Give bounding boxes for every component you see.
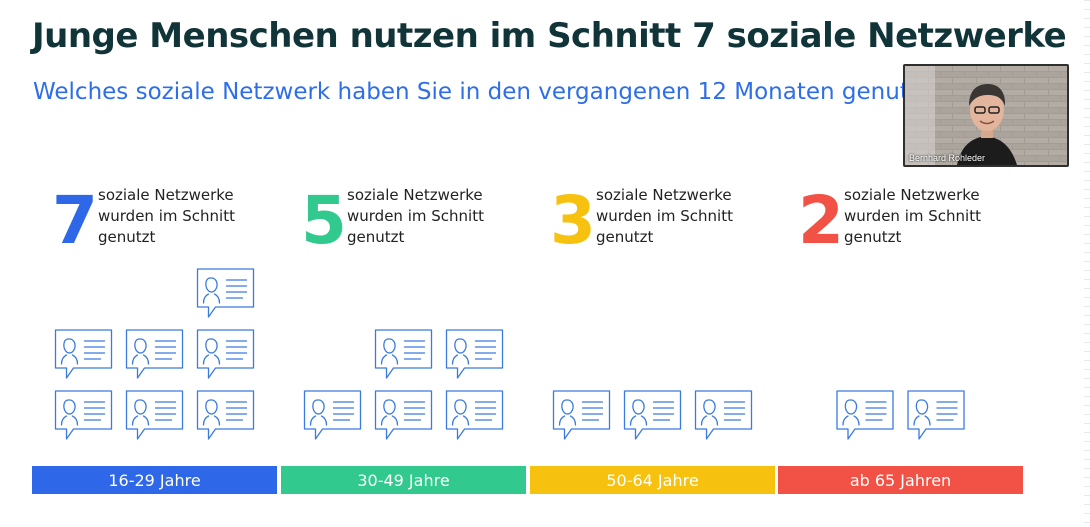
- social-network-icon: [552, 390, 611, 440]
- social-network-icon: [54, 329, 113, 379]
- age-group-label: 50-64 Jahre: [606, 470, 699, 490]
- stat-label-line: wurden im Schnitt: [98, 207, 235, 225]
- stat-label: soziale Netzwerke wurden im Schnitt genutz…: [596, 185, 756, 248]
- social-network-icon: [125, 390, 184, 440]
- age-group-label: ab 65 Jahren: [849, 470, 952, 490]
- stat-label-line: genutzt: [844, 228, 902, 246]
- stat-label-line: genutzt: [347, 228, 405, 246]
- social-network-icon: [374, 329, 433, 379]
- social-network-icon: [445, 329, 504, 379]
- social-network-icon: [907, 390, 965, 440]
- stat-label-line: soziale Netzwerke: [596, 186, 732, 204]
- stat-label: soziale Netzwerke wurden im Schnitt genutz…: [98, 185, 258, 248]
- stat-label: soziale Netzwerke wurden im Schnitt genutz…: [347, 185, 507, 248]
- page-title: Junge Menschen nutzen im Schnitt 7 sozia…: [32, 16, 1067, 56]
- stat-value: 5: [301, 182, 347, 259]
- stat-value: 2: [798, 182, 844, 259]
- stat-value: 3: [550, 182, 596, 259]
- speaker-video-icon: [905, 66, 1067, 165]
- social-network-icon: [445, 390, 504, 440]
- stat-label: soziale Netzwerke wurden im Schnitt genutz…: [844, 185, 1004, 248]
- page-subtitle: Welches soziale Netzwerk haben Sie in de…: [33, 79, 943, 105]
- stat-label-line: soziale Netzwerke: [844, 186, 980, 204]
- video-participant-name: Bernhard Rohleder: [909, 153, 986, 163]
- age-group-bar: 30-49 Jahre: [281, 466, 526, 494]
- stat-label-line: wurden im Schnitt: [347, 207, 484, 225]
- stat-value: 7: [52, 182, 98, 259]
- social-network-icon: [196, 329, 255, 379]
- social-network-icon: [125, 329, 184, 379]
- stat-label-line: soziale Netzwerke: [98, 186, 234, 204]
- social-network-icon: [374, 390, 433, 440]
- social-network-icon: [196, 268, 255, 318]
- age-group-label: 16-29 Jahre: [108, 470, 201, 490]
- stat-label-line: wurden im Schnitt: [844, 207, 981, 225]
- age-group-bar: 16-29 Jahre: [32, 466, 277, 494]
- stat-label-line: genutzt: [98, 228, 156, 246]
- scrollbar[interactable]: [1084, 0, 1090, 527]
- stat-label-line: genutzt: [596, 228, 654, 246]
- social-network-icon: [303, 390, 362, 440]
- age-group-bar: ab 65 Jahren: [778, 466, 1023, 494]
- social-network-icon: [623, 390, 682, 440]
- social-network-icon: [836, 390, 894, 440]
- social-network-icon: [694, 390, 753, 440]
- social-network-icon: [196, 390, 255, 440]
- age-group-bar: 50-64 Jahre: [530, 466, 775, 494]
- stat-label-line: wurden im Schnitt: [596, 207, 733, 225]
- video-tile[interactable]: Bernhard Rohleder: [903, 64, 1069, 167]
- social-network-icon: [54, 390, 113, 440]
- age-group-label: 30-49 Jahre: [357, 470, 450, 490]
- stat-label-line: soziale Netzwerke: [347, 186, 483, 204]
